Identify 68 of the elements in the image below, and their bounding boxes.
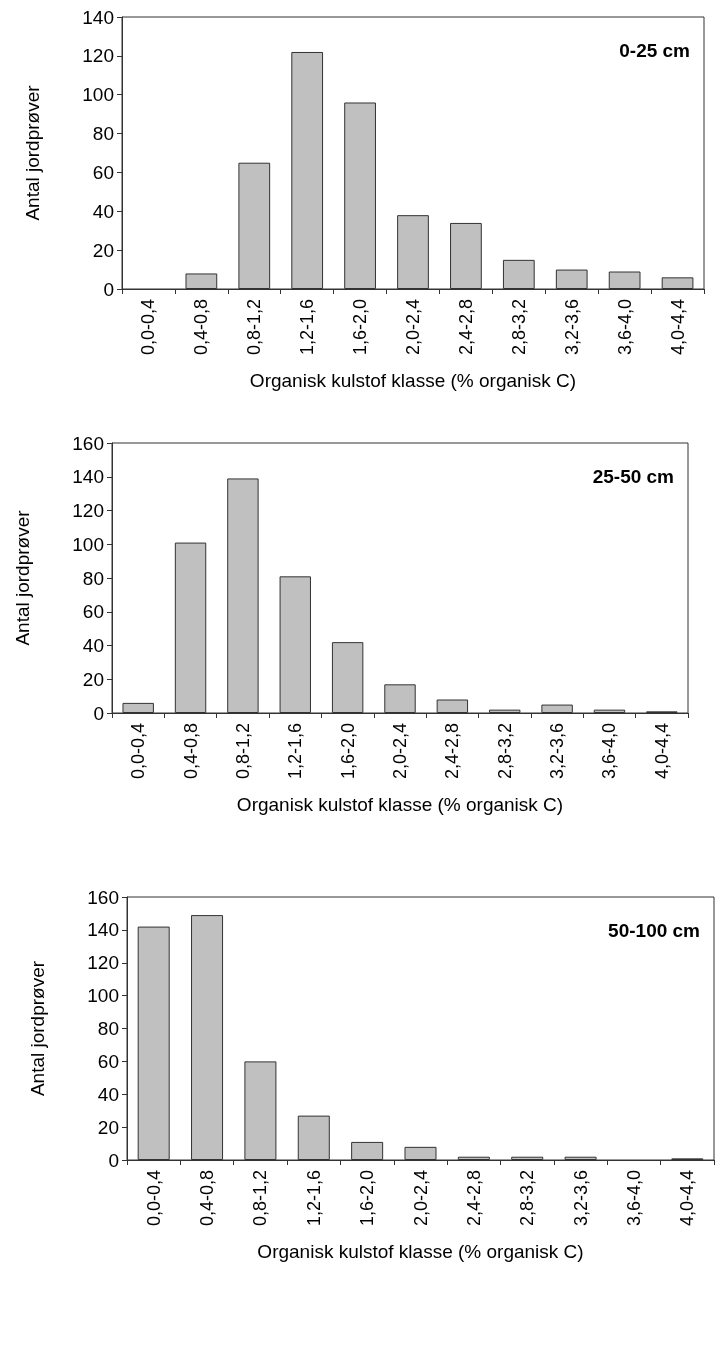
y-tick-label: 60 xyxy=(82,601,104,623)
x-tick-label: 2,0-2,4 xyxy=(410,1170,431,1227)
y-axis-title: Antal jordprøver xyxy=(27,960,48,1097)
y-tick-label: 120 xyxy=(72,500,104,521)
x-tick-label: 3,2-3,6 xyxy=(570,1170,591,1227)
y-tick-label: 120 xyxy=(87,952,119,974)
x-axis-title: Organisk kulstof klasse (% organisk C) xyxy=(236,794,564,815)
y-tick-label: 160 xyxy=(87,886,119,908)
y-tick-label: 120 xyxy=(82,45,114,67)
x-axis-title: Organisk kulstof klasse (% organisk C) xyxy=(249,370,577,391)
y-tick-label: 0 xyxy=(103,278,114,300)
x-tick-label: 2,8-3,2 xyxy=(494,723,515,780)
x-tick-label: 2,0-2,4 xyxy=(390,723,410,780)
y-tick-label: 140 xyxy=(82,6,114,28)
y-tick-label: 80 xyxy=(92,123,114,145)
annotation: 0-25 cm xyxy=(619,40,691,61)
y-tick-label: 80 xyxy=(97,1018,119,1039)
x-tick-label: 2,8-3,2 xyxy=(508,299,529,356)
x-tick-label: 0,0-0,4 xyxy=(138,299,159,356)
x-tick-label: 0,8-1,2 xyxy=(244,299,265,356)
y-tick-label: 160 xyxy=(72,432,104,454)
x-tick-label: 3,2-3,6 xyxy=(561,299,582,356)
y-tick-label: 80 xyxy=(82,567,104,589)
x-tick-label: 4,0-4,4 xyxy=(677,1170,698,1227)
x-tick-label: 3,6-4,0 xyxy=(599,723,620,780)
x-tick-label: 0,4-0,8 xyxy=(191,299,212,356)
y-tick-label: 40 xyxy=(82,635,104,656)
x-tick-label: 1,2-1,6 xyxy=(297,299,318,356)
x-tick-label: 2,4-2,8 xyxy=(463,1170,484,1227)
x-tick-label: 3,2-3,6 xyxy=(547,723,568,780)
x-axis-title: Organisk kulstof klasse (% organisk C) xyxy=(257,1241,584,1262)
x-tick-label: 0,8-1,2 xyxy=(250,1170,271,1227)
annotation: 50-100 cm xyxy=(608,920,700,941)
x-tick-label: 3,6-4,0 xyxy=(614,299,635,356)
x-tick-label: 1,2-1,6 xyxy=(303,1170,324,1227)
y-tick-label: 140 xyxy=(72,466,104,488)
x-tick-label: 0,8-1,2 xyxy=(232,723,253,780)
x-tick-label: 1,6-2,0 xyxy=(350,299,371,356)
x-tick-label: 0,0-0,4 xyxy=(143,1170,164,1227)
y-tick-label: 20 xyxy=(97,1116,119,1138)
x-tick-label: 0,4-0,8 xyxy=(197,1170,218,1227)
x-tick-label: 1,2-1,6 xyxy=(285,723,306,780)
y-tick-label: 0 xyxy=(108,1149,119,1171)
x-tick-label: 2,4-2,8 xyxy=(455,299,476,356)
x-tick-label: 2,8-3,2 xyxy=(517,1170,538,1227)
x-tick-label: 1,6-2,0 xyxy=(337,723,358,780)
y-tick-label: 100 xyxy=(82,84,114,106)
y-tick-label: 100 xyxy=(87,985,119,1007)
x-tick-label: 0,0-0,4 xyxy=(128,723,149,780)
annotation: 25-50 cm xyxy=(592,466,675,487)
y-tick-label: 20 xyxy=(82,668,104,690)
x-tick-label: 4,0-4,4 xyxy=(651,723,672,780)
y-tick-label: 100 xyxy=(72,533,104,555)
x-tick-label: 3,6-4,0 xyxy=(623,1170,644,1227)
y-tick-label: 20 xyxy=(92,239,114,261)
y-tick-label: 60 xyxy=(92,161,114,183)
y-tick-label: 40 xyxy=(97,1083,119,1105)
y-tick-label: 40 xyxy=(92,200,114,222)
y-tick-label: 0 xyxy=(93,702,104,724)
x-tick-label: 4,0-4,4 xyxy=(667,299,688,356)
y-axis-title: Antal jordprøver xyxy=(12,509,33,646)
x-tick-label: 0,4-0,8 xyxy=(180,723,201,780)
x-tick-label: 2,4-2,8 xyxy=(442,723,463,780)
y-tick-label: 60 xyxy=(97,1050,119,1072)
x-tick-label: 1,6-2,0 xyxy=(357,1170,378,1227)
y-tick-label: 140 xyxy=(87,919,119,941)
y-axis-title: Antal jordprøver xyxy=(22,84,43,221)
x-tick-label: 2,0-2,4 xyxy=(403,299,423,356)
